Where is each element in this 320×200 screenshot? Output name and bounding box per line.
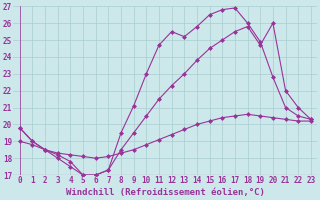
X-axis label: Windchill (Refroidissement éolien,°C): Windchill (Refroidissement éolien,°C) — [66, 188, 265, 197]
